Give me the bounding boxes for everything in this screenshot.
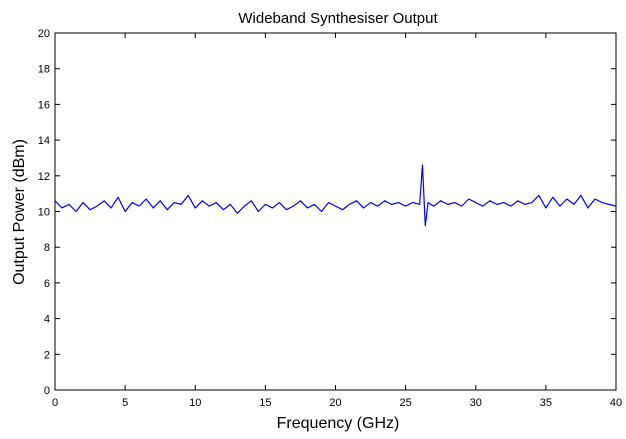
x-tick-label: 40 [610, 397, 622, 409]
y-tick-label: 2 [44, 349, 50, 361]
x-axis-label: Frequency (GHz) [277, 415, 400, 432]
x-tick-label: 30 [470, 397, 482, 409]
y-tick-label: 14 [38, 135, 50, 147]
x-tick-label: 20 [329, 397, 341, 409]
x-tick-label: 0 [52, 397, 58, 409]
y-tick-label: 4 [44, 314, 50, 326]
y-tick-label: 10 [38, 207, 50, 219]
y-tick-label: 8 [44, 242, 50, 254]
x-tick-label: 15 [259, 397, 271, 409]
y-tick-label: 0 [44, 385, 50, 397]
axes-frame [54, 32, 617, 391]
y-tick-label: 6 [44, 278, 50, 290]
x-tick-label: 5 [122, 397, 128, 409]
y-axis-label: Output Power (dBm) [11, 139, 28, 285]
x-tick-label: 10 [189, 397, 201, 409]
x-tick-label: 35 [540, 397, 552, 409]
y-tick-label: 12 [38, 171, 50, 183]
y-tick-label: 16 [38, 99, 50, 111]
series-line-0 [54, 164, 617, 227]
x-tick-label: 25 [400, 397, 412, 409]
chart-title: Wideband Synthesiser Output [238, 10, 438, 27]
y-tick-label: 20 [38, 28, 50, 40]
plot-area: 0 5 10 15 20 25 30 35 40 0 2 4 6 8 10 12 14 16 18 20 [38, 28, 622, 409]
y-tick-label: 18 [38, 64, 50, 76]
